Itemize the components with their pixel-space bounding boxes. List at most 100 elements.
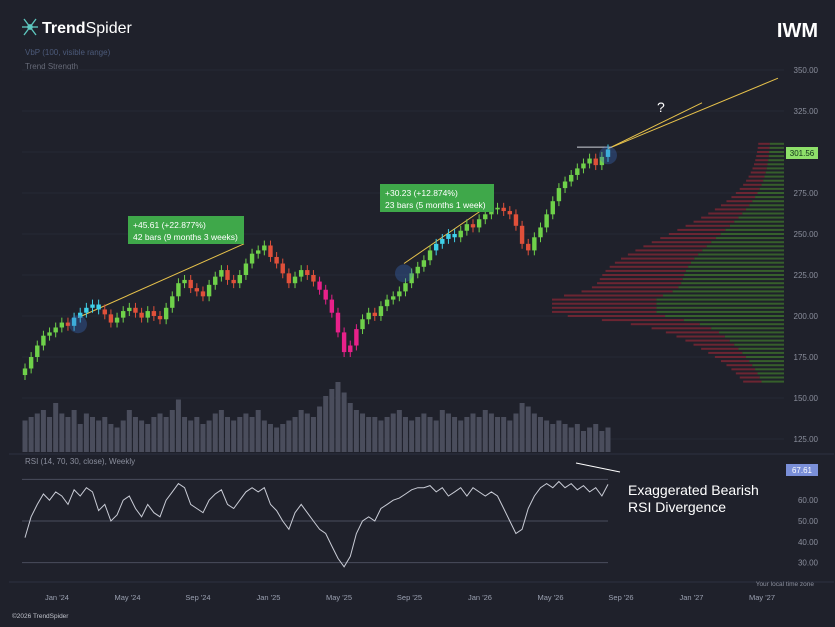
volume-bar xyxy=(341,392,347,452)
candle-body xyxy=(268,245,273,257)
vbp-buy-bar xyxy=(765,171,784,174)
vbp-sell-bar xyxy=(668,233,721,235)
candle-body xyxy=(348,345,353,353)
vbp-sell-bar xyxy=(609,265,689,268)
volume-bar xyxy=(267,424,273,452)
vbp-sell-bar xyxy=(754,163,768,166)
vbp-buy-bar xyxy=(663,294,784,297)
volume-bar xyxy=(384,417,390,452)
vbp-sell-bar xyxy=(693,343,735,346)
volume-bar xyxy=(568,427,574,452)
vbp-sell-bar xyxy=(731,368,756,371)
candle-body xyxy=(409,273,414,284)
rsi-axis: 60.00 50.00 40.00 30.00 xyxy=(798,496,819,567)
vbp-sell-bar xyxy=(564,294,664,297)
time-tick-label: Sep '24 xyxy=(185,593,210,602)
pivot-marker xyxy=(395,264,413,283)
candle-body xyxy=(593,158,598,166)
candle-body xyxy=(519,225,525,244)
candle-body xyxy=(532,237,537,251)
vbp-sell-bar xyxy=(720,204,750,207)
candle-body xyxy=(176,283,181,297)
time-tick-label: May '26 xyxy=(537,593,563,602)
vbp-buy-bar xyxy=(715,237,784,240)
volume-bar xyxy=(53,403,59,452)
candle-body xyxy=(575,168,580,175)
vbp-buy-bar xyxy=(683,319,784,322)
candle-body xyxy=(440,238,445,244)
vbp-buy-bar xyxy=(684,274,784,276)
vbp-buy-bar xyxy=(749,360,784,363)
candle-body xyxy=(206,284,212,297)
candle-body xyxy=(446,234,451,239)
candle-body xyxy=(35,345,40,357)
price-tick-label: 150.00 xyxy=(794,394,819,403)
vbp-buy-bar xyxy=(694,257,784,260)
vbp-sell-bar xyxy=(643,245,707,248)
candle-body xyxy=(22,368,28,376)
volume-bar xyxy=(71,410,77,452)
volume-bar xyxy=(323,396,329,452)
vbp-sell-bar xyxy=(726,364,753,367)
divergence-annotation-line2: RSI Divergence xyxy=(628,499,726,515)
candle-body xyxy=(200,291,206,297)
vbp-sell-bar xyxy=(627,253,699,256)
volume-bar xyxy=(587,427,593,452)
candle-body xyxy=(41,335,46,346)
candle-body xyxy=(323,289,328,300)
candlestick-series xyxy=(22,144,611,380)
vbp-buy-bar xyxy=(755,368,784,371)
volume-bar xyxy=(402,417,408,452)
vbp-buy-bar xyxy=(767,163,784,166)
volume-bar xyxy=(206,420,212,452)
vbp-sell-bar xyxy=(552,306,657,309)
candle-body xyxy=(384,299,390,307)
candle-body xyxy=(145,311,150,318)
vbp-buy-bar xyxy=(698,253,784,256)
candle-body xyxy=(53,327,58,333)
volume-bar xyxy=(212,413,218,452)
candle-body xyxy=(65,322,71,326)
candle-body xyxy=(120,311,126,318)
price-tick-label: 325.00 xyxy=(794,107,819,116)
candle-body xyxy=(163,307,169,320)
vbp-sell-bar xyxy=(660,237,716,240)
candle-body xyxy=(47,332,52,336)
volume-bar xyxy=(132,417,138,452)
vbp-buy-bar xyxy=(761,380,784,383)
vbp-buy-bar xyxy=(711,327,784,330)
volume-bar xyxy=(225,417,231,452)
candle-body xyxy=(587,158,592,164)
vbp-buy-bar xyxy=(681,282,784,285)
price-tick-label: 200.00 xyxy=(794,312,819,321)
volume-bar xyxy=(347,403,353,452)
vbp-sell-bar xyxy=(693,220,735,223)
trendline-first-move xyxy=(77,243,245,319)
volume-bar xyxy=(237,417,243,452)
vbp-buy-bar xyxy=(749,204,784,207)
candle-body xyxy=(170,296,175,308)
vbp-buy-bar xyxy=(769,142,784,145)
candle-body xyxy=(280,263,285,274)
candle-body xyxy=(568,174,574,182)
vbp-sell-bar xyxy=(685,339,730,342)
vbp-buy-bar xyxy=(678,286,784,289)
price-tick-label: 225.00 xyxy=(794,271,819,280)
volume-bar xyxy=(280,424,286,452)
vbp-buy-bar xyxy=(688,265,784,268)
vbp-sell-bar xyxy=(735,372,758,375)
candle-body xyxy=(237,275,242,284)
callout-first-bg xyxy=(128,216,244,244)
candle-body xyxy=(538,227,543,238)
rsi-tick-label: 50.00 xyxy=(798,517,819,526)
last-price-tag: 301.56 xyxy=(786,147,818,159)
candle-body xyxy=(96,304,101,310)
vbp-sell-bar xyxy=(601,319,684,322)
volume-bar xyxy=(83,413,89,452)
volume-bar xyxy=(396,410,402,452)
rsi-line xyxy=(24,480,609,568)
vbp-buy-bar xyxy=(759,187,784,190)
candle-body xyxy=(581,163,586,169)
volume-bar xyxy=(427,417,433,452)
question-mark-annotation: ? xyxy=(657,99,665,115)
